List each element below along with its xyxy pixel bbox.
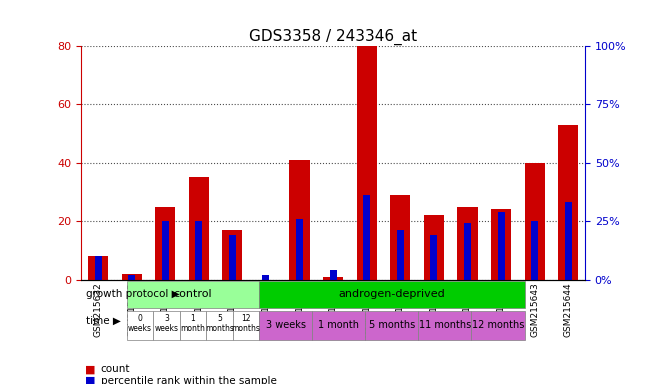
FancyBboxPatch shape xyxy=(312,311,365,340)
Text: 1 month: 1 month xyxy=(318,320,359,330)
Text: 5 months: 5 months xyxy=(369,320,415,330)
Bar xyxy=(357,46,377,280)
Bar xyxy=(330,270,337,280)
Text: androgen-deprived: androgen-deprived xyxy=(339,289,445,299)
Bar xyxy=(195,221,202,280)
Bar xyxy=(94,256,101,280)
Bar xyxy=(162,221,169,280)
Bar xyxy=(88,256,108,280)
Text: 5
months: 5 months xyxy=(205,314,234,333)
Text: 1
month: 1 month xyxy=(181,314,205,333)
Text: control: control xyxy=(174,289,213,299)
Bar xyxy=(263,275,270,280)
Text: count: count xyxy=(101,364,130,374)
Text: 3
weeks: 3 weeks xyxy=(155,314,178,333)
Text: 12 months: 12 months xyxy=(472,320,524,330)
Bar xyxy=(396,230,404,280)
Bar xyxy=(497,212,504,280)
FancyBboxPatch shape xyxy=(127,311,153,340)
FancyBboxPatch shape xyxy=(233,311,259,340)
Text: 12
months: 12 months xyxy=(231,314,261,333)
Text: 11 months: 11 months xyxy=(419,320,471,330)
FancyBboxPatch shape xyxy=(153,311,179,340)
Text: ■: ■ xyxy=(84,364,95,374)
FancyBboxPatch shape xyxy=(259,311,312,340)
Bar xyxy=(558,125,578,280)
Bar xyxy=(229,235,236,280)
Bar xyxy=(464,223,471,280)
Bar xyxy=(188,177,209,280)
FancyBboxPatch shape xyxy=(179,311,206,340)
Text: 3 weeks: 3 weeks xyxy=(266,320,305,330)
Bar xyxy=(128,275,135,280)
Bar xyxy=(390,195,410,280)
Text: growth protocol ▶: growth protocol ▶ xyxy=(86,289,180,299)
Bar xyxy=(531,221,538,280)
Bar xyxy=(565,202,572,280)
Bar xyxy=(458,207,478,280)
FancyBboxPatch shape xyxy=(365,311,419,340)
Text: time ▶: time ▶ xyxy=(86,316,121,326)
Text: percentile rank within the sample: percentile rank within the sample xyxy=(101,376,277,384)
Bar xyxy=(155,207,176,280)
Text: 0
weeks: 0 weeks xyxy=(128,314,152,333)
Bar xyxy=(222,230,242,280)
Bar xyxy=(424,215,444,280)
FancyBboxPatch shape xyxy=(206,311,233,340)
Bar xyxy=(491,210,511,280)
FancyBboxPatch shape xyxy=(471,311,525,340)
Bar xyxy=(323,276,343,280)
Bar xyxy=(363,195,370,280)
Text: ■: ■ xyxy=(84,376,95,384)
Bar xyxy=(525,163,545,280)
FancyBboxPatch shape xyxy=(419,311,471,340)
FancyBboxPatch shape xyxy=(259,281,525,308)
Bar xyxy=(122,274,142,280)
Bar xyxy=(296,219,303,280)
Title: GDS3358 / 243346_at: GDS3358 / 243346_at xyxy=(249,28,417,45)
Bar xyxy=(430,235,437,280)
Bar xyxy=(289,160,309,280)
FancyBboxPatch shape xyxy=(127,281,259,308)
